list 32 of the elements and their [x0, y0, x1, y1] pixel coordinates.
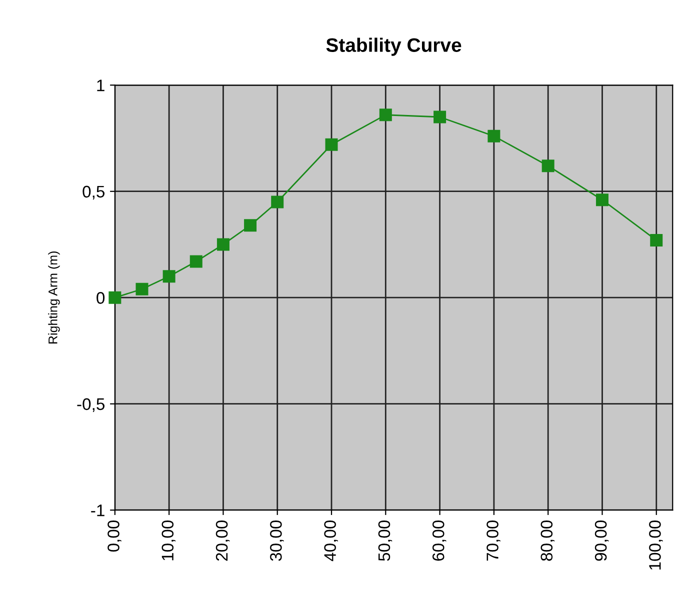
- x-tick-label: 20,00: [216, 520, 230, 561]
- point: [108, 291, 122, 304]
- point: [216, 238, 230, 251]
- x-tick-label: 60,00: [432, 520, 446, 561]
- point: [162, 270, 176, 283]
- y-tick-label: -0,5: [77, 398, 104, 412]
- point: [650, 234, 663, 246]
- point: [271, 196, 284, 208]
- chart-title: Stability Curve: [326, 38, 462, 56]
- y-tick-label: 1: [97, 80, 104, 92]
- x-tick-label: 70,00: [486, 520, 500, 561]
- x-tick-label: 50,00: [378, 520, 392, 561]
- y-axis-title: Righting Arm (m): [48, 252, 60, 344]
- x-tick-label: 10,00: [162, 520, 176, 560]
- x-tick-label: 100,00: [649, 520, 663, 570]
- x-tick-label: 30,00: [270, 520, 284, 561]
- point: [379, 108, 392, 122]
- x-tick-label: 80,00: [540, 520, 555, 561]
- point: [488, 130, 500, 142]
- point: [596, 194, 608, 206]
- point: [190, 255, 202, 268]
- point: [136, 282, 148, 296]
- y-tick-label: -1: [91, 504, 104, 516]
- point: [244, 219, 257, 232]
- point: [434, 110, 446, 124]
- y-tick-label: 0,5: [82, 186, 104, 200]
- y-tick-label: 0: [96, 292, 105, 304]
- point: [325, 138, 338, 151]
- x-tick-label: 90,00: [594, 520, 609, 561]
- point: [542, 160, 554, 172]
- x-tick-label: 0,00: [108, 520, 122, 552]
- x-tick-label: 40,00: [324, 520, 338, 562]
